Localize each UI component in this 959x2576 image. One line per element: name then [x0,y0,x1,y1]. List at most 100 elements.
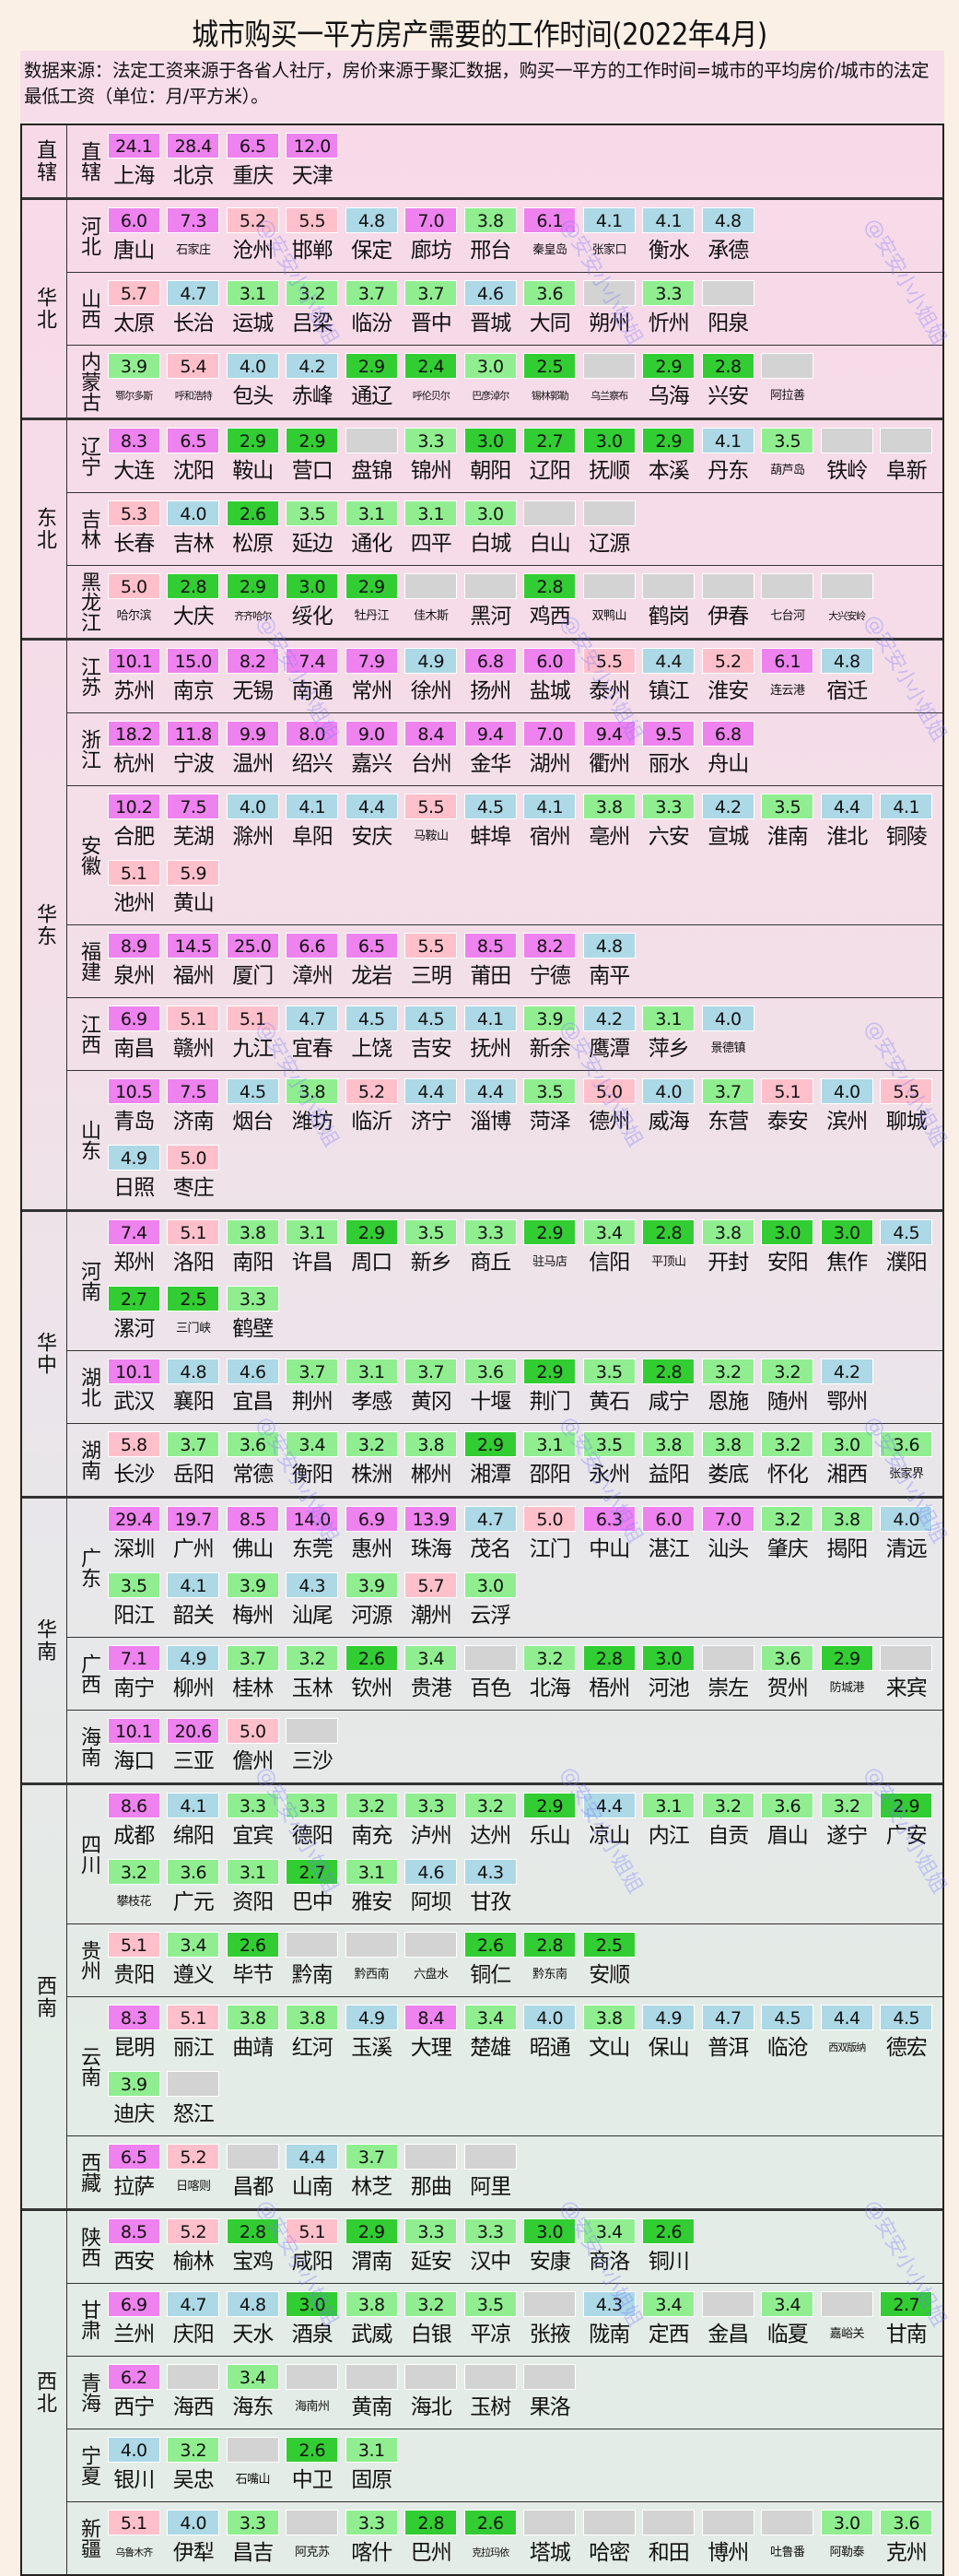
city-cell: 5.1 泰安 [758,1075,818,1141]
city-value: 3.3 [286,1793,339,1818]
city-name: 海南州 [295,2400,330,2414]
city-value: 3.2 [167,2437,220,2463]
city-value: 10.5 [107,1078,160,1104]
city-cell: 2.9 齐齐哈尔 [223,570,283,636]
city-value: 4.4 [582,1793,636,1818]
city-name: 阿克苏 [295,2546,330,2559]
city-value [523,2291,577,2317]
city-cell: 黔西南 [342,1928,402,1994]
city-value: 4.1 [167,1572,220,1598]
city-value: 10.1 [107,1718,160,1744]
city-value: 4.8 [701,207,754,233]
region-label: 西北 [22,2211,67,2574]
city-name: 广州 [172,1537,215,1561]
city-cell: 4.9 徐州 [402,644,462,711]
city-cell: 3.5 菏泽 [520,1075,580,1141]
city-cell: 6.5 拉萨 [104,2140,164,2206]
city-table: 直辖 直辖 24.1 上海 28.4 北京 6.5 重庆 12.0 天津 华北 河北 6.0 唐山 7.3 石… [20,124,944,2576]
city-value: 4.9 [404,648,458,674]
city-value: 2.6 [463,1932,517,1958]
city-cell: 4.1 张家口 [579,204,639,270]
city-name: 沧州 [232,239,274,263]
city-value: 3.3 [404,2218,458,2244]
city-cell: 4.2 鹰潭 [579,1002,639,1068]
city-cell: 3.0 云浮 [461,1569,520,1635]
city-name: 邵阳 [529,1463,571,1487]
city-value: 3.1 [642,1793,696,1818]
province-row: 西藏 6.5 拉萨 5.2 日喀则 昌都 4.4 山南 3.7 林芝 那曲 阿里 [67,2135,942,2208]
city-name: 汕尾 [291,1604,333,1628]
province-row: 山东 10.5 青岛 7.5 济南 4.5 烟台 3.8 潍坊 5.2 临沂 4.4 济宁 4.4 淄博 3.… [67,1070,942,1209]
city-cell: 4.7 长治 [164,276,224,343]
city-cell: 4.0 威海 [639,1075,699,1141]
city-name: 梧州 [589,1676,630,1700]
city-name: 红河 [291,2036,333,2060]
city-cell: 3.1 通化 [342,497,402,563]
city-cell: 7.0 汕头 [698,1502,758,1569]
city-value [642,573,696,599]
city-cell: 8.2 宁德 [520,929,580,995]
city-name: 深圳 [113,1537,155,1561]
city-name: 鹤壁 [232,1317,274,1341]
city-value [582,280,636,306]
city-cell: 2.9 渭南 [342,2215,402,2281]
city-name: 达州 [470,1824,511,1848]
city-name: 邯郸 [291,239,333,263]
city-cell: 3.9 新余 [520,1002,580,1068]
city-name: 南宁 [113,1676,155,1700]
city-cell: 白山 [520,497,580,563]
province-row: 辽宁 8.3 大连 6.5 沈阳 2.9 鞍山 2.9 营口 盘锦 3.3 锦州 3.0 朝阳 2.7 辽阳 3… [67,420,942,492]
city-cell: 7.9 常州 [342,644,402,711]
city-value: 3.1 [226,280,279,306]
city-value: 4.9 [345,2005,398,2030]
city-value: 4.4 [404,1078,458,1104]
city-value: 2.8 [642,1359,696,1384]
city-value: 3.2 [463,1793,517,1818]
city-value: 3.9 [523,1006,577,1031]
city-cell: 嘉峪关 [817,2288,877,2354]
city-cell: 4.9 保山 [639,2001,699,2067]
city-value: 3.8 [582,794,636,819]
city-name: 大兴安岭 [828,610,866,622]
city-cell: 3.8 红河 [283,2001,343,2067]
city-value: 3.0 [286,573,339,599]
city-value: 4.0 [642,1078,696,1104]
city-cell: 4.4 济宁 [402,1075,462,1141]
city-cell: 3.5 葫芦岛 [758,424,818,490]
city-name: 兰州 [113,2323,155,2347]
city-name: 泉州 [113,964,155,988]
city-value: 4.9 [107,1145,160,1170]
city-cell: 4.5 吉安 [402,1002,462,1068]
city-name: 信阳 [589,1251,630,1275]
city-name: 肇庆 [766,1537,809,1561]
province-row: 海南 10.1 海口 20.6 三亚 5.0 儋州 三沙 [67,1710,942,1782]
city-name: 十堰 [470,1390,511,1414]
city-name: 阿勒泰 [829,2546,865,2559]
city-name: 保山 [648,2036,690,2060]
city-name: 山南 [291,2175,333,2199]
city-value: 3.2 [286,280,339,306]
city-value: 3.0 [820,1431,873,1457]
city-cell: 3.4 遵义 [164,1928,224,1994]
city-value [880,1645,933,1671]
city-value: 3.1 [226,1859,279,1885]
city-name: 北京 [172,164,215,188]
city-cell: 3.4 商洛 [579,2215,639,2281]
city-name: 西宁 [113,2395,155,2419]
city-cell: 崇左 [698,1641,758,1708]
city-value: 3.1 [345,1359,398,1384]
city-name: 黔东南 [532,1968,567,1982]
city-value: 10.1 [107,1359,160,1384]
city-name: 辽源 [589,532,630,556]
city-value: 5.5 [880,1078,933,1104]
city-cell: 4.9 玉溪 [342,2001,402,2067]
city-value: 8.3 [107,2005,160,2030]
city-value: 3.4 [582,2218,636,2244]
city-value: 4.9 [167,1645,220,1671]
city-cell: 13.9 珠海 [402,1502,462,1569]
city-cell: 盘锦 [342,424,402,490]
city-cell: 3.8 益阳 [639,1428,699,1494]
city-cell: 阿里 [461,2140,520,2206]
city-value [701,280,754,306]
city-value: 3.5 [761,794,814,819]
